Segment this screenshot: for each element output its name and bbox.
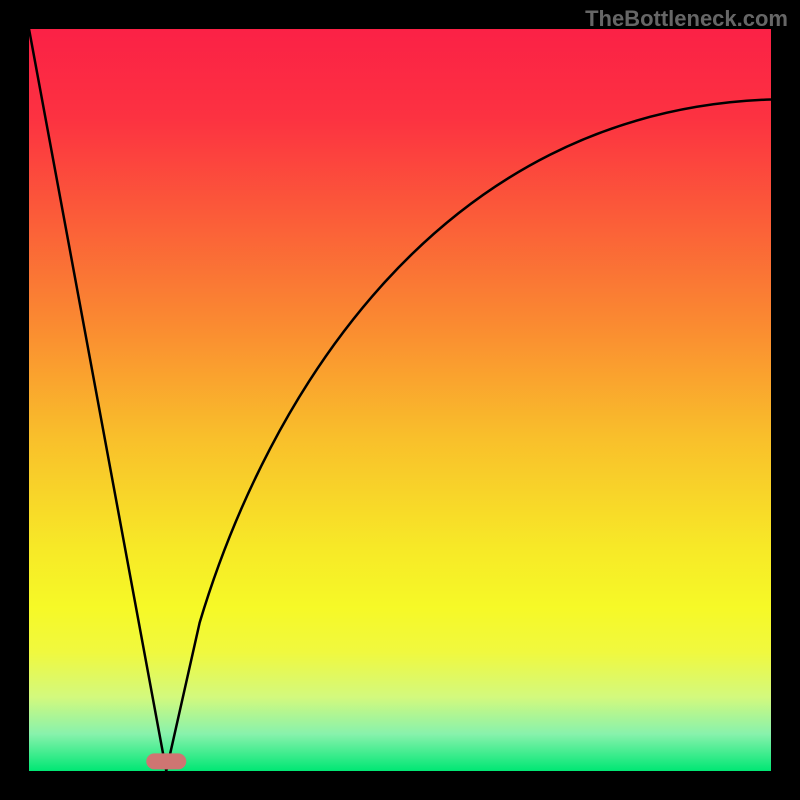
optimum-marker [146, 753, 186, 769]
plot-background [29, 29, 771, 771]
watermark-text: TheBottleneck.com [585, 6, 788, 32]
chart-container: TheBottleneck.com [0, 0, 800, 800]
bottleneck-chart [0, 0, 800, 800]
